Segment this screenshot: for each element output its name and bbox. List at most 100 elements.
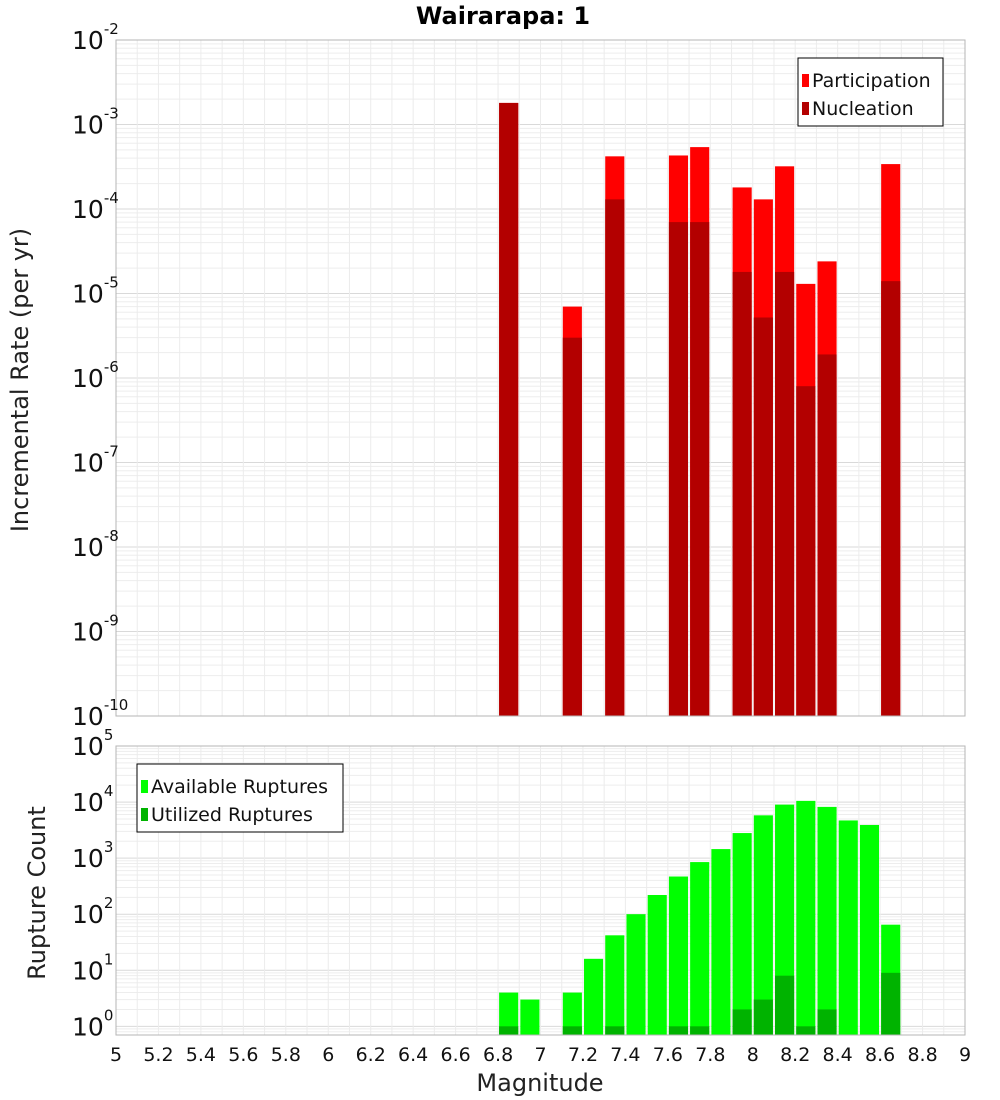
bar xyxy=(647,894,667,1035)
bar xyxy=(796,1026,816,1035)
tick-label: 10-2 xyxy=(72,20,119,55)
bar xyxy=(562,1026,582,1035)
legend-label: Utilized Ruptures xyxy=(151,804,313,826)
bar xyxy=(881,281,901,716)
tick-label: 5.2 xyxy=(143,1044,173,1066)
tick-label: 6 xyxy=(322,1044,334,1066)
tick-label: 10-3 xyxy=(72,105,119,140)
count-bars xyxy=(499,800,901,1035)
bar xyxy=(732,833,752,1035)
tick-label: 103 xyxy=(72,838,113,873)
bar xyxy=(562,992,582,1035)
tick-label: 100 xyxy=(72,1006,113,1041)
series-available-ruptures xyxy=(499,800,901,1035)
legend-box xyxy=(136,763,344,833)
tick-label: 10-6 xyxy=(72,358,119,393)
bar xyxy=(753,317,773,716)
bar xyxy=(838,820,858,1035)
bar xyxy=(817,354,837,716)
tick-label: 7.8 xyxy=(695,1044,725,1066)
rate-y-ticks: 10-10 10-9 10-8 10-7 10-6 10-5 10-4 10-3 10-2 xyxy=(72,20,128,731)
tick-label: 105 xyxy=(72,726,113,761)
bar xyxy=(690,862,710,1035)
bar xyxy=(775,271,795,716)
tick-label: 8.6 xyxy=(865,1044,895,1066)
bar xyxy=(499,992,519,1035)
legend-label: Participation xyxy=(812,70,931,92)
tick-label: 102 xyxy=(72,894,113,929)
legend-label: Nucleation xyxy=(812,98,914,120)
tick-label: 104 xyxy=(72,782,113,817)
bar xyxy=(796,386,816,716)
count-legend: Available Ruptures Utilized Ruptures xyxy=(136,763,344,833)
tick-label: 7.6 xyxy=(653,1044,683,1066)
rate-panel: 10-10 10-9 10-8 10-7 10-6 10-5 10-4 10-3 10-2 Par… xyxy=(72,20,966,731)
bar xyxy=(668,1026,689,1035)
bar xyxy=(732,271,752,716)
magnitude-axis-label: Magnitude xyxy=(476,1069,603,1097)
bar xyxy=(562,337,582,716)
tick-label: 8 xyxy=(747,1044,759,1066)
bar xyxy=(520,999,540,1035)
bar xyxy=(881,972,901,1035)
tick-label: 5 xyxy=(110,1044,122,1066)
bar xyxy=(796,800,816,1035)
series-utilized-ruptures xyxy=(499,972,901,1035)
bar xyxy=(690,222,710,716)
legend-label: Available Ruptures xyxy=(151,776,328,798)
bar xyxy=(817,806,837,1035)
tick-label: 6.8 xyxy=(483,1044,513,1066)
bar xyxy=(499,1026,519,1035)
tick-label: 8.2 xyxy=(780,1044,810,1066)
rate-grid xyxy=(115,39,966,717)
tick-label: 10-9 xyxy=(72,612,119,647)
chart-title: Wairarapa: 1 xyxy=(416,2,590,30)
tick-label: 6.6 xyxy=(440,1044,470,1066)
tick-label: 8.4 xyxy=(823,1044,853,1066)
tick-label: 5.4 xyxy=(186,1044,216,1066)
tick-label: 9 xyxy=(959,1044,971,1066)
bar xyxy=(753,815,773,1035)
tick-label: 7 xyxy=(534,1044,546,1066)
bar xyxy=(584,958,604,1035)
legend-swatch xyxy=(141,808,148,821)
bar xyxy=(817,1009,837,1035)
count-axis-label: Rupture Count xyxy=(23,806,51,980)
tick-label: 10-10 xyxy=(72,696,128,731)
count-panel: 100 101 102 103 104 105 5 5.2 5.4 5.6 5.8 6 6.2 6.4 6.… xyxy=(72,726,971,1066)
bar xyxy=(605,1026,625,1035)
legend-box xyxy=(797,57,944,127)
tick-label: 10-7 xyxy=(72,443,119,478)
legend-swatch xyxy=(141,780,148,793)
tick-label: 7.2 xyxy=(568,1044,598,1066)
bar xyxy=(753,999,773,1035)
bar xyxy=(859,824,880,1035)
legend-swatch xyxy=(802,74,809,87)
bar xyxy=(668,222,689,716)
bar xyxy=(668,876,689,1035)
legend-swatch xyxy=(802,102,809,115)
rate-axis-label: Incremental Rate (per yr) xyxy=(6,228,34,532)
tick-label: 10-5 xyxy=(72,274,119,309)
bar xyxy=(775,975,795,1035)
tick-label: 8.8 xyxy=(907,1044,937,1066)
rate-bars xyxy=(499,102,901,717)
count-plot-frame xyxy=(115,745,966,1036)
count-y-ticks: 100 101 102 103 104 105 xyxy=(72,726,113,1041)
tick-label: 5.6 xyxy=(228,1044,258,1066)
rate-legend: Participation Nucleation xyxy=(797,57,944,127)
rate-plot-frame xyxy=(115,39,966,717)
tick-label: 7.4 xyxy=(610,1044,640,1066)
tick-label: 10-8 xyxy=(72,527,119,562)
series-nucleation xyxy=(499,102,901,717)
bar xyxy=(732,1009,752,1035)
bar xyxy=(499,102,519,717)
tick-label: 6.2 xyxy=(356,1044,386,1066)
tick-label: 10-4 xyxy=(72,189,119,224)
bar xyxy=(690,1026,710,1035)
tick-label: 101 xyxy=(72,950,113,985)
bar xyxy=(626,914,646,1035)
tick-label: 5.8 xyxy=(271,1044,301,1066)
bar xyxy=(605,199,625,717)
